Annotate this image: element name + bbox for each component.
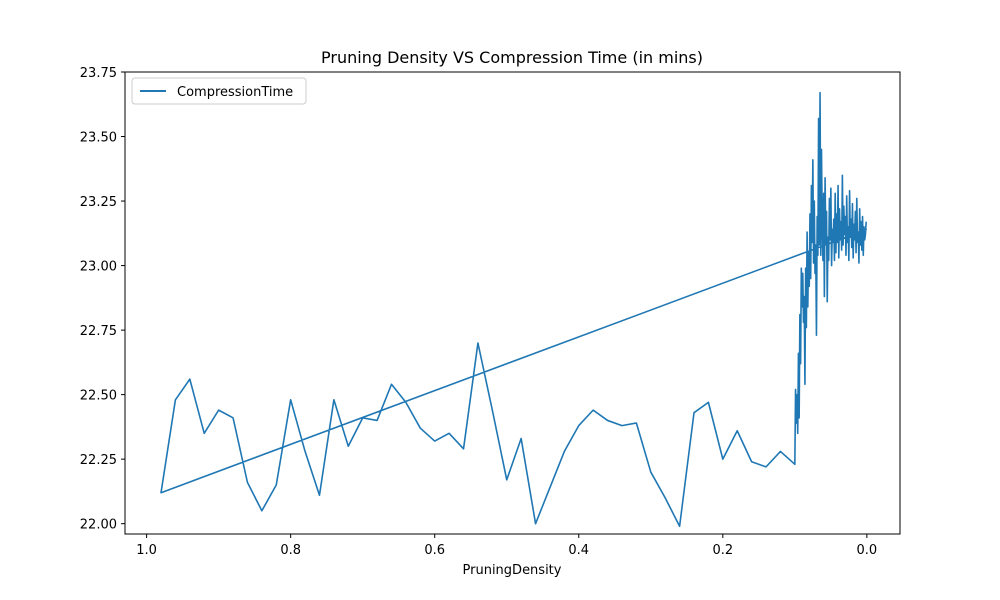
x-tick-label: 0.6 [424, 543, 445, 558]
x-axis: 1.0 0.8 0.6 0.4 0.2 0.0 [136, 534, 877, 558]
y-tick-label: 22.50 [80, 389, 117, 404]
y-tick-label: 23.50 [80, 131, 117, 146]
y-tick-label: 23.75 [80, 66, 117, 81]
y-tick-label: 23.25 [80, 195, 117, 210]
legend: CompressionTime [131, 77, 307, 105]
x-tick-label: 0.4 [568, 543, 589, 558]
y-tick-label: 22.75 [80, 324, 117, 339]
x-tick-label: 0.2 [712, 543, 733, 558]
series-layer [160, 91, 868, 528]
x-tick-label: 1.0 [136, 543, 157, 558]
y-tick-label: 22.25 [80, 453, 117, 468]
y-tick-label: 22.00 [80, 518, 117, 533]
x-tick-label: 0.8 [280, 543, 301, 558]
chart-title: Pruning Density VS Compression Time (in … [321, 48, 703, 67]
plot-area [124, 71, 901, 535]
x-axis-label: PruningDensity [463, 563, 562, 578]
series-line [160, 91, 868, 528]
legend-box [131, 77, 307, 105]
y-tick-label: 23.00 [80, 260, 117, 275]
y-axis: 22.00 22.25 22.50 22.75 23.00 23.25 23.50 23.75 [80, 66, 125, 533]
legend-entry-label: CompressionTime [177, 85, 293, 100]
x-tick-label: 0.0 [857, 543, 878, 558]
